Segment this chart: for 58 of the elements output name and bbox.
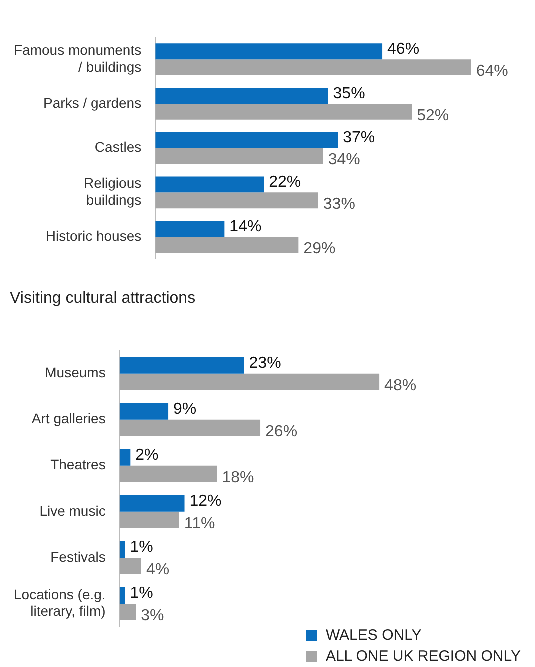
data-label: 9% [174, 400, 197, 418]
data-label: 46% [388, 41, 420, 58]
y-tick-label: Locations (e.g. literary, film) [14, 586, 106, 620]
bar [156, 132, 338, 148]
data-label: 34% [328, 152, 360, 169]
data-label: 1% [130, 585, 154, 602]
data-label: 14% [230, 218, 262, 236]
legend-label: ALL ONE UK REGION ONLY [326, 648, 521, 665]
y-tick-label: Theatres [50, 456, 106, 473]
bar [120, 512, 180, 528]
data-label: 52% [417, 107, 450, 124]
bar [120, 403, 169, 420]
data-label: 4% [146, 562, 170, 579]
data-label: 23% [249, 354, 282, 372]
data-label: 12% [190, 493, 222, 510]
bar [120, 604, 136, 621]
bar [120, 420, 261, 436]
bar [156, 237, 299, 253]
bar [156, 88, 328, 104]
data-label: 1% [130, 539, 154, 556]
y-tick-label: Religious buildings [84, 175, 142, 208]
chart-title: Visiting cultural attractions [10, 290, 196, 308]
bar [120, 449, 131, 466]
bar [156, 44, 383, 60]
data-label: 35% [333, 85, 366, 102]
bar [120, 357, 244, 374]
legend-label: WALES ONLY [326, 627, 422, 644]
y-tick-label: Art galleries [32, 410, 106, 427]
y-tick-label: Historic houses [46, 228, 142, 244]
bar [120, 587, 126, 604]
y-tick-label: Famous monuments / buildings [14, 42, 142, 75]
bar [156, 104, 412, 120]
bar [156, 221, 225, 238]
bar [156, 192, 318, 209]
data-label: 11% [184, 516, 216, 533]
bar [120, 374, 380, 390]
y-tick-label: Museums [45, 364, 106, 381]
y-tick-label: Festivals [50, 548, 106, 565]
bar [156, 176, 264, 193]
bar [156, 60, 472, 76]
bar [120, 541, 126, 558]
data-label: 22% [269, 174, 302, 192]
data-label: 18% [222, 470, 254, 487]
data-label: 3% [141, 608, 164, 625]
y-tick-label: Castles [94, 139, 142, 156]
bar [120, 466, 218, 482]
bar [156, 148, 324, 164]
data-label: 37% [343, 130, 376, 147]
bar [120, 495, 185, 512]
data-label: 2% [136, 447, 159, 464]
y-tick-label: Live music [40, 502, 106, 519]
data-label: 26% [266, 424, 298, 441]
bar [120, 558, 142, 575]
y-tick-label: Parks / gardens [44, 94, 142, 111]
data-label: 29% [304, 240, 336, 258]
data-label: 64% [476, 62, 508, 80]
data-label: 33% [323, 196, 356, 214]
data-label: 48% [384, 378, 417, 395]
